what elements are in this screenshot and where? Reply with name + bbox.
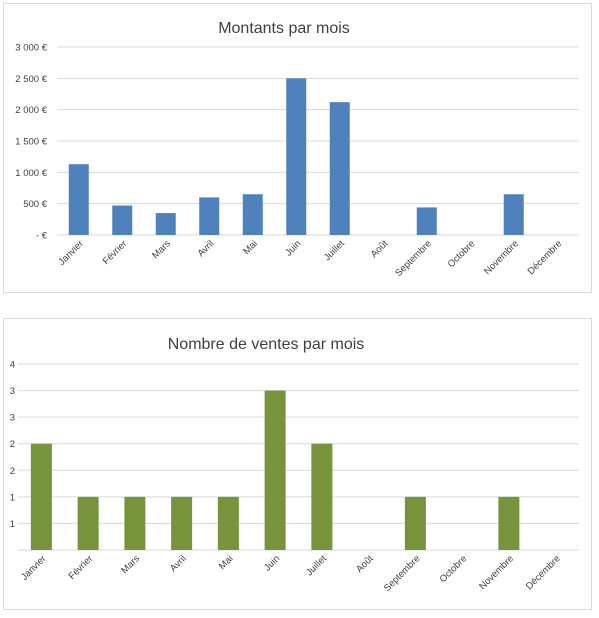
bar: [311, 443, 333, 550]
chart-ventes-svg: Nombre de ventes par mois 1 1 2 2 3 3 4 Janvie…: [10, 336, 579, 594]
x-tick-label: Décembre: [526, 238, 565, 277]
y-tick-label: 500 €: [23, 199, 47, 210]
bar: [77, 496, 99, 550]
x-tick-label: Octobre: [446, 238, 478, 270]
bar: [416, 207, 437, 235]
x-tick-label: Juin: [262, 553, 282, 573]
chart-title: Montants par mois: [218, 20, 350, 37]
bar: [171, 496, 193, 550]
x-tick-label: Mars: [150, 238, 173, 261]
y-tick-label: 1: [10, 492, 15, 503]
x-tick-label: Janvier: [56, 238, 85, 267]
x-tick-label: Juin: [283, 238, 303, 258]
chart-nombre-ventes-par-mois: Nombre de ventes par mois 1 1 2 2 3 3 4 Janvie…: [3, 318, 592, 610]
y-tick-label: 2 500 €: [15, 74, 47, 85]
y-tick-label: - €: [36, 231, 48, 242]
bar: [242, 194, 263, 235]
x-tick-label: Septembre: [382, 553, 423, 594]
x-tick-label: Août: [369, 238, 391, 260]
x-tick-label: Septembre: [393, 238, 434, 279]
x-tick-label: Octobre: [438, 553, 470, 585]
x-tick-label: Mai: [241, 238, 260, 257]
x-tick-label: Mars: [119, 553, 142, 576]
bar: [329, 102, 350, 235]
x-tick-label: Novembre: [477, 553, 516, 592]
bar: [217, 496, 239, 550]
x-tick-label: Mai: [217, 553, 236, 572]
x-tick-label: Janvier: [19, 553, 48, 582]
y-tick-label: 1 500 €: [15, 137, 47, 148]
y-tick-label: 3: [10, 386, 15, 397]
bar: [286, 78, 307, 235]
y-tick-label: 1: [10, 519, 15, 530]
y-tick-label: 4: [10, 360, 15, 371]
x-tick-label: Août: [354, 553, 376, 575]
x-tick-label: Avril: [168, 553, 189, 574]
y-tick-label: 2: [10, 439, 15, 450]
x-tick-label: Février: [101, 238, 130, 267]
bar: [112, 205, 133, 235]
chart-montants-svg: Montants par mois - € 500 € 1 000 € 1 500 €…: [15, 20, 579, 279]
bar: [199, 197, 220, 235]
bar: [498, 496, 520, 550]
bar: [264, 390, 286, 550]
bar: [124, 496, 146, 550]
bar: [503, 194, 524, 235]
y-tick-label: 3 000 €: [15, 43, 47, 54]
y-tick-label: 2: [10, 466, 15, 477]
chart-title: Nombre de ventes par mois: [168, 336, 365, 353]
y-tick-label: 1 000 €: [15, 168, 47, 179]
x-tick-label: Juillet: [322, 238, 347, 263]
bar: [68, 164, 89, 235]
x-tick-label: Avril: [196, 238, 217, 259]
bar: [155, 213, 176, 235]
y-tick-label: 3: [10, 413, 15, 424]
x-tick-label: Juillet: [304, 553, 329, 578]
bar: [30, 443, 52, 550]
chart-montants-par-mois: Montants par mois - € 500 € 1 000 € 1 500 €…: [3, 3, 592, 293]
bar: [404, 496, 426, 550]
x-tick-label: Novembre: [482, 238, 521, 277]
y-tick-label: 2 000 €: [15, 105, 47, 116]
x-tick-label: Décembre: [524, 553, 563, 592]
x-tick-label: Février: [67, 553, 96, 582]
